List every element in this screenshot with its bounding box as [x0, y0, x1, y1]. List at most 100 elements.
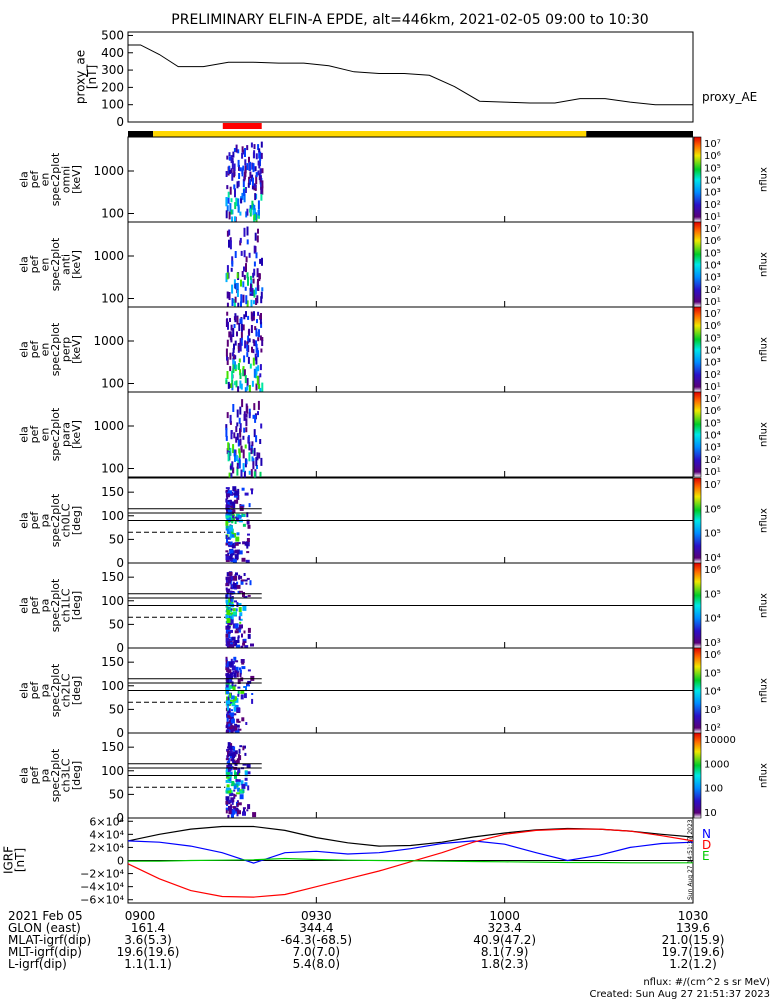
spec-pixel — [231, 284, 234, 294]
spec-pixel — [241, 167, 244, 177]
spec-pixel — [236, 672, 239, 678]
spec-pixel — [233, 343, 235, 350]
spec-pixel — [240, 301, 242, 308]
colorbar-tick-label: 10² — [704, 200, 721, 211]
spec-pixel — [226, 618, 231, 623]
spec-pixel — [226, 797, 230, 802]
spec-panel-frame — [127, 391, 694, 478]
spec-pixel — [233, 785, 237, 790]
spec-pixel — [252, 314, 255, 321]
spec-pixel — [252, 812, 257, 818]
spec-pixel — [236, 581, 239, 585]
spec-pixel — [251, 185, 254, 190]
spec-pixel — [237, 603, 242, 606]
spec-pixel — [234, 640, 238, 645]
spec-pixel — [231, 260, 234, 267]
spec-pixel — [255, 435, 258, 443]
spec-pixel — [226, 607, 229, 612]
spec-panel-frame — [127, 221, 694, 308]
colorbar-tick-label: 10⁶ — [704, 565, 721, 576]
colorbar-tick-label: 10⁶ — [704, 406, 721, 417]
spec-pixel — [229, 725, 234, 731]
spec-pixel — [246, 344, 249, 352]
spec-pixel — [258, 161, 261, 169]
spec-pixel — [257, 144, 260, 151]
spec-pixel — [243, 193, 246, 203]
spec-pixel — [253, 471, 256, 480]
spec-pixel — [240, 677, 244, 682]
spec-pixel — [251, 489, 253, 495]
spec-pixel — [233, 301, 236, 310]
spec-pixel — [238, 590, 243, 593]
spec-pixel — [225, 800, 229, 805]
colorbar-tick-label: 10⁷ — [704, 394, 721, 405]
spec-pixel — [226, 155, 229, 160]
spec-pixel — [227, 197, 230, 204]
spec-pixel — [225, 508, 228, 511]
spec-pixel — [225, 614, 229, 619]
spec-pixel — [232, 746, 235, 749]
colorbar-tick-label: 10¹ — [704, 297, 721, 308]
colorbar — [693, 306, 702, 393]
spec-pixel — [231, 801, 234, 805]
spec-pixel — [249, 275, 252, 280]
spec-pixel — [242, 463, 245, 473]
spec-pixel — [246, 239, 249, 245]
spec-pixel — [242, 368, 245, 377]
spec-pixel — [230, 637, 233, 642]
spec-pixel — [227, 814, 230, 818]
spec-pixel — [233, 324, 236, 328]
spec-pixel — [232, 670, 235, 674]
spec-pixel — [229, 590, 233, 594]
spec-pixel — [243, 314, 246, 320]
spec-pixel — [229, 640, 232, 643]
spec-pixel — [243, 808, 245, 814]
spec-ytick-label: 150 — [101, 655, 124, 669]
spec-pixel — [231, 161, 234, 169]
spec-pixel — [228, 543, 230, 545]
spec-pixel — [251, 693, 254, 695]
spec-pixel — [238, 575, 243, 579]
igrf-series-line — [127, 828, 694, 898]
spec-pixel — [247, 436, 250, 444]
spec-pixel — [227, 631, 231, 634]
spec-ylabel-line: ela — [18, 341, 31, 358]
spec-pixel — [228, 789, 232, 794]
spec-pixel — [230, 712, 235, 717]
ephem-row-label: MLAT-igrf(dip) — [8, 933, 91, 947]
spec-pixel — [239, 380, 242, 389]
spec-ylabel-line: ela — [18, 256, 31, 273]
spec-pixel — [234, 684, 237, 687]
spec-pixel — [249, 178, 252, 185]
spec-pixel — [227, 321, 229, 330]
spec-pixel — [225, 729, 229, 734]
spec-pixel — [227, 452, 230, 462]
spec-pixel — [228, 753, 233, 757]
spec-pixel — [225, 550, 229, 553]
spec-pixel — [228, 764, 233, 767]
spec-pixel — [228, 292, 231, 300]
spec-pixel — [255, 252, 258, 259]
ae-ytick-label: 500 — [101, 28, 124, 42]
spec-pixel — [242, 642, 246, 646]
spec-pixel — [254, 287, 257, 295]
spec-pixel — [249, 363, 252, 369]
spec-pixel — [229, 594, 232, 599]
spec-panel: 1000100elapefenspec2plotanti[keV]10⁷10⁶1… — [18, 221, 770, 310]
spec-pixel — [254, 213, 257, 220]
spec-pixel — [238, 363, 240, 370]
spec-pixel — [228, 331, 231, 338]
spec-pixel — [255, 343, 258, 353]
spec-pixel — [247, 594, 251, 597]
spec-pixel — [252, 278, 255, 284]
spec-pixel — [225, 504, 230, 507]
colorbar-tick-label: 10³ — [704, 358, 721, 369]
spec-pixel — [229, 414, 232, 423]
spec-pixel — [226, 185, 229, 190]
spec-pixel — [233, 759, 236, 765]
spec-pixel — [227, 705, 229, 711]
spec-pixel — [254, 193, 257, 201]
spec-pixel — [230, 587, 233, 590]
science-zone-bar — [128, 123, 693, 137]
colorbar — [693, 221, 702, 308]
